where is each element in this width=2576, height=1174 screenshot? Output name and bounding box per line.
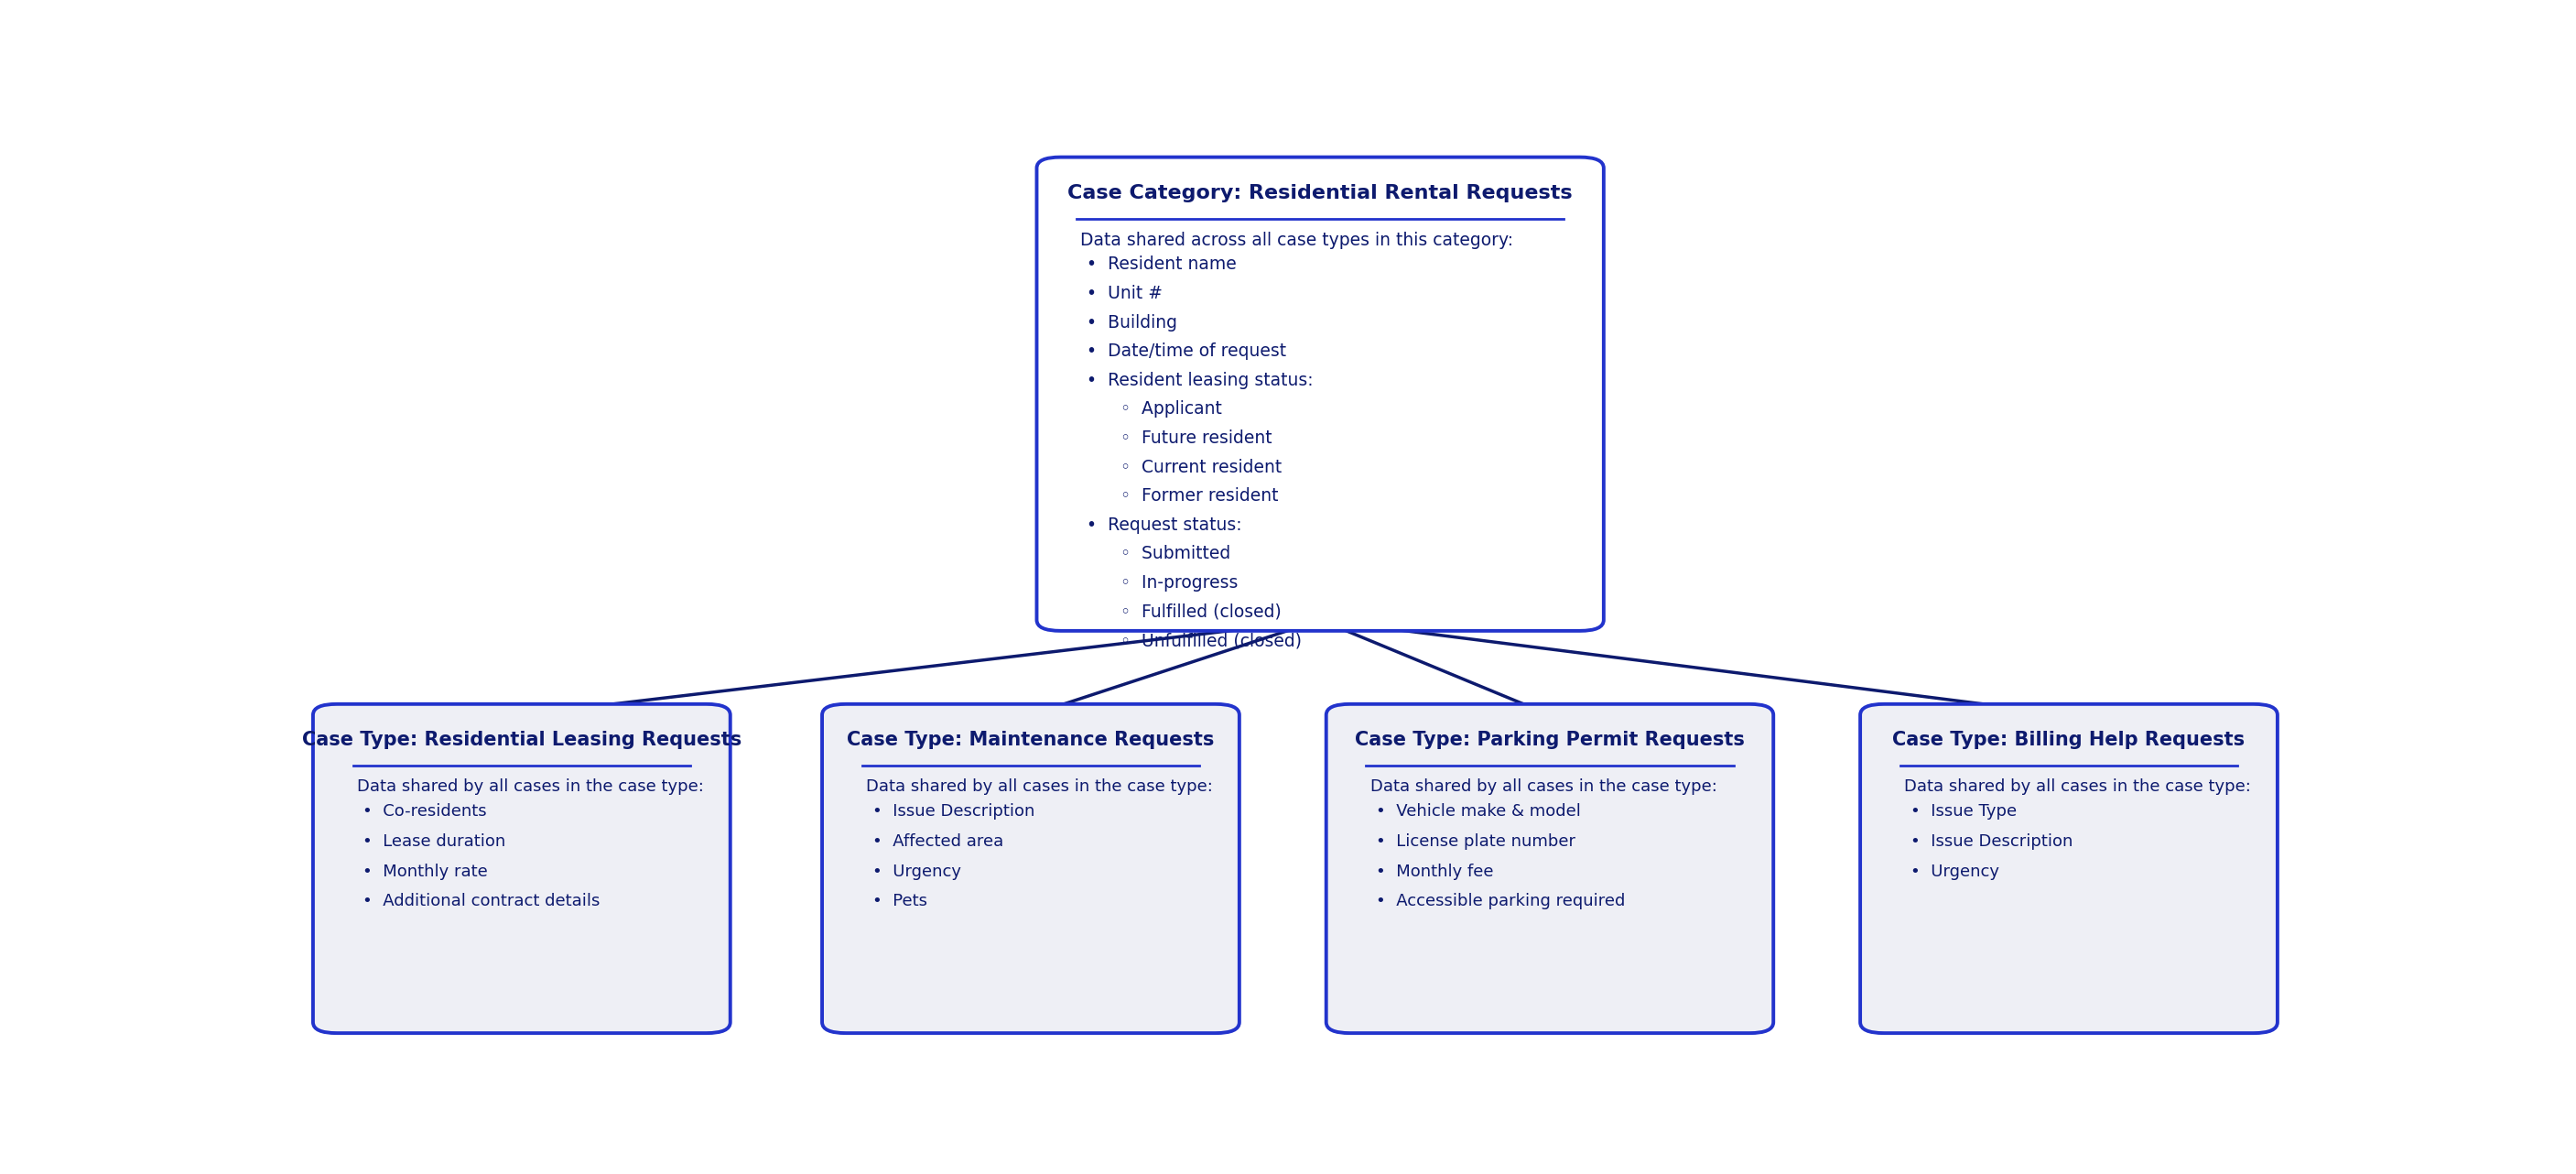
Text: •  Unit #: • Unit # <box>1087 285 1162 302</box>
Text: •  Urgency: • Urgency <box>873 863 961 879</box>
Text: ◦  Future resident: ◦ Future resident <box>1121 430 1273 447</box>
Text: •  Pets: • Pets <box>873 893 927 910</box>
Text: Case Type: Maintenance Requests: Case Type: Maintenance Requests <box>848 731 1213 749</box>
Text: •  Vehicle make & model: • Vehicle make & model <box>1376 803 1582 819</box>
FancyBboxPatch shape <box>314 704 729 1033</box>
Text: Data shared by all cases in the case type:: Data shared by all cases in the case typ… <box>1370 778 1718 795</box>
FancyBboxPatch shape <box>822 704 1239 1033</box>
Text: Data shared by all cases in the case type:: Data shared by all cases in the case typ… <box>1904 778 2251 795</box>
Text: •  License plate number: • License plate number <box>1376 834 1577 850</box>
Text: ◦  In-progress: ◦ In-progress <box>1121 574 1239 592</box>
Text: •  Monthly fee: • Monthly fee <box>1376 863 1494 879</box>
Text: •  Resident leasing status:: • Resident leasing status: <box>1087 372 1314 389</box>
Text: •  Accessible parking required: • Accessible parking required <box>1376 893 1625 910</box>
Text: ◦  Applicant: ◦ Applicant <box>1121 400 1221 418</box>
Text: •  Date/time of request: • Date/time of request <box>1087 343 1285 360</box>
Text: •  Resident name: • Resident name <box>1087 256 1236 274</box>
Text: Case Type: Parking Permit Requests: Case Type: Parking Permit Requests <box>1355 731 1744 749</box>
FancyBboxPatch shape <box>1860 704 2277 1033</box>
FancyBboxPatch shape <box>1327 704 1772 1033</box>
Text: •  Affected area: • Affected area <box>873 834 1002 850</box>
Text: Data shared across all case types in this category:: Data shared across all case types in thi… <box>1082 231 1515 249</box>
Text: ◦  Fulfilled (closed): ◦ Fulfilled (closed) <box>1121 603 1280 620</box>
FancyBboxPatch shape <box>1036 157 1605 630</box>
Text: •  Issue Description: • Issue Description <box>873 803 1036 819</box>
Text: ◦  Unfulfilled (closed): ◦ Unfulfilled (closed) <box>1121 632 1301 649</box>
Text: •  Building: • Building <box>1087 313 1177 331</box>
Text: Data shared by all cases in the case type:: Data shared by all cases in the case typ… <box>358 778 703 795</box>
Text: ◦  Submitted: ◦ Submitted <box>1121 545 1231 562</box>
Text: •  Additional contract details: • Additional contract details <box>363 893 600 910</box>
Text: ◦  Current resident: ◦ Current resident <box>1121 458 1283 475</box>
Text: •  Lease duration: • Lease duration <box>363 834 505 850</box>
Text: •  Issue Description: • Issue Description <box>1911 834 2074 850</box>
Text: Case Type: Residential Leasing Requests: Case Type: Residential Leasing Requests <box>301 731 742 749</box>
Text: •  Monthly rate: • Monthly rate <box>363 863 487 879</box>
Text: •  Urgency: • Urgency <box>1911 863 1999 879</box>
Text: Case Type: Billing Help Requests: Case Type: Billing Help Requests <box>1893 731 2246 749</box>
Text: Case Category: Residential Rental Requests: Case Category: Residential Rental Reques… <box>1066 184 1574 203</box>
Text: •  Co-residents: • Co-residents <box>363 803 487 819</box>
Text: •  Request status:: • Request status: <box>1087 517 1242 534</box>
Text: Data shared by all cases in the case type:: Data shared by all cases in the case typ… <box>866 778 1213 795</box>
Text: •  Issue Type: • Issue Type <box>1911 803 2017 819</box>
Text: ◦  Former resident: ◦ Former resident <box>1121 487 1278 505</box>
